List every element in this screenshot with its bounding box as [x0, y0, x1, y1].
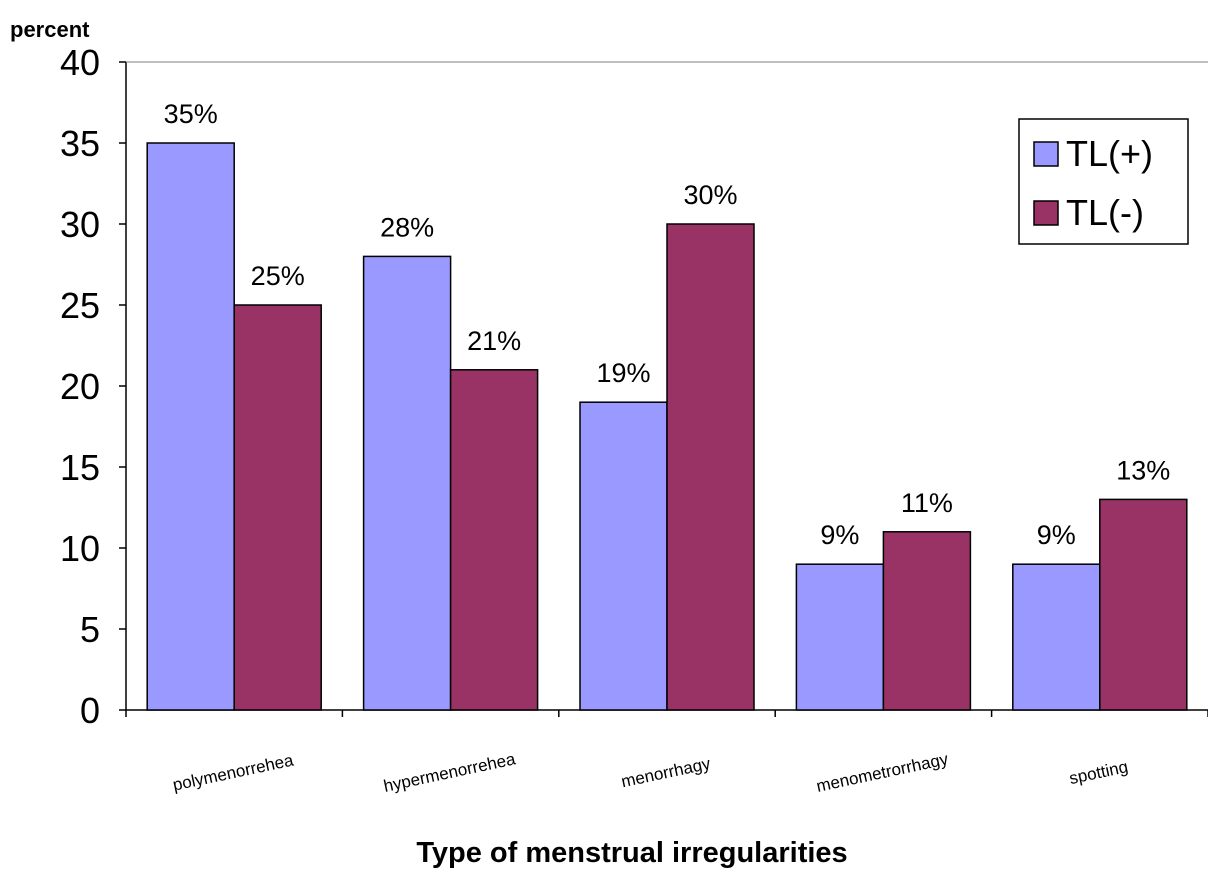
- plot-area: 0 5 10 15 20 25 30 35 40 35% 25% polymenorrehea 28% 2…: [60, 42, 1208, 796]
- x-tick-label: menorrhagy: [620, 754, 713, 792]
- y-tick-label: 25: [60, 285, 100, 326]
- y-axis-title: percent: [10, 17, 90, 42]
- bar-tl-plus: [1012, 563, 1101, 711]
- x-tick-label: menometrorrhagy: [815, 749, 951, 796]
- data-label: 28%: [380, 212, 434, 242]
- bar-tl-plus: [579, 401, 668, 711]
- legend: TL(+) TL(-): [1018, 118, 1189, 245]
- legend-swatch-tl-minus: [1033, 200, 1059, 226]
- data-label: 9%: [820, 520, 859, 550]
- data-label: 30%: [683, 180, 737, 210]
- x-tick-label: hypermenorrehea: [382, 749, 518, 796]
- bar-tl-minus: [233, 304, 322, 711]
- data-label: 19%: [596, 358, 650, 388]
- data-label: 25%: [251, 261, 305, 291]
- bar-tl-minus: [1099, 498, 1188, 711]
- y-tick-label: 20: [60, 366, 100, 407]
- x-tick-label: polymenorrehea: [171, 750, 296, 794]
- x-axis-title: Type of menstrual irregularities: [416, 837, 847, 869]
- y-tick-label: 10: [60, 528, 100, 569]
- y-tick-label: 5: [80, 609, 100, 650]
- y-tick-label: 30: [60, 204, 100, 245]
- y-tick-label: 0: [80, 690, 100, 731]
- data-label: 35%: [164, 99, 218, 129]
- bar-tl-minus: [666, 223, 755, 711]
- legend-label-tl-minus: TL(-): [1066, 192, 1144, 233]
- x-tick-label: spotting: [1068, 757, 1130, 788]
- bar-tl-minus: [449, 369, 539, 711]
- data-label: 11%: [901, 488, 953, 518]
- bar-tl-plus: [795, 563, 885, 711]
- y-tick-label: 40: [60, 42, 100, 83]
- data-label: 13%: [1116, 455, 1170, 485]
- legend-swatch-tl-plus: [1033, 141, 1059, 167]
- legend-label-tl-plus: TL(+): [1066, 133, 1153, 174]
- data-label: 9%: [1037, 520, 1076, 550]
- bar-tl-plus: [362, 255, 452, 711]
- bar-tl-minus: [882, 531, 972, 711]
- data-label: 21%: [467, 326, 521, 356]
- bar-tl-plus: [146, 142, 235, 711]
- y-tick-label: 35: [60, 123, 100, 164]
- y-tick-label: 15: [60, 447, 100, 488]
